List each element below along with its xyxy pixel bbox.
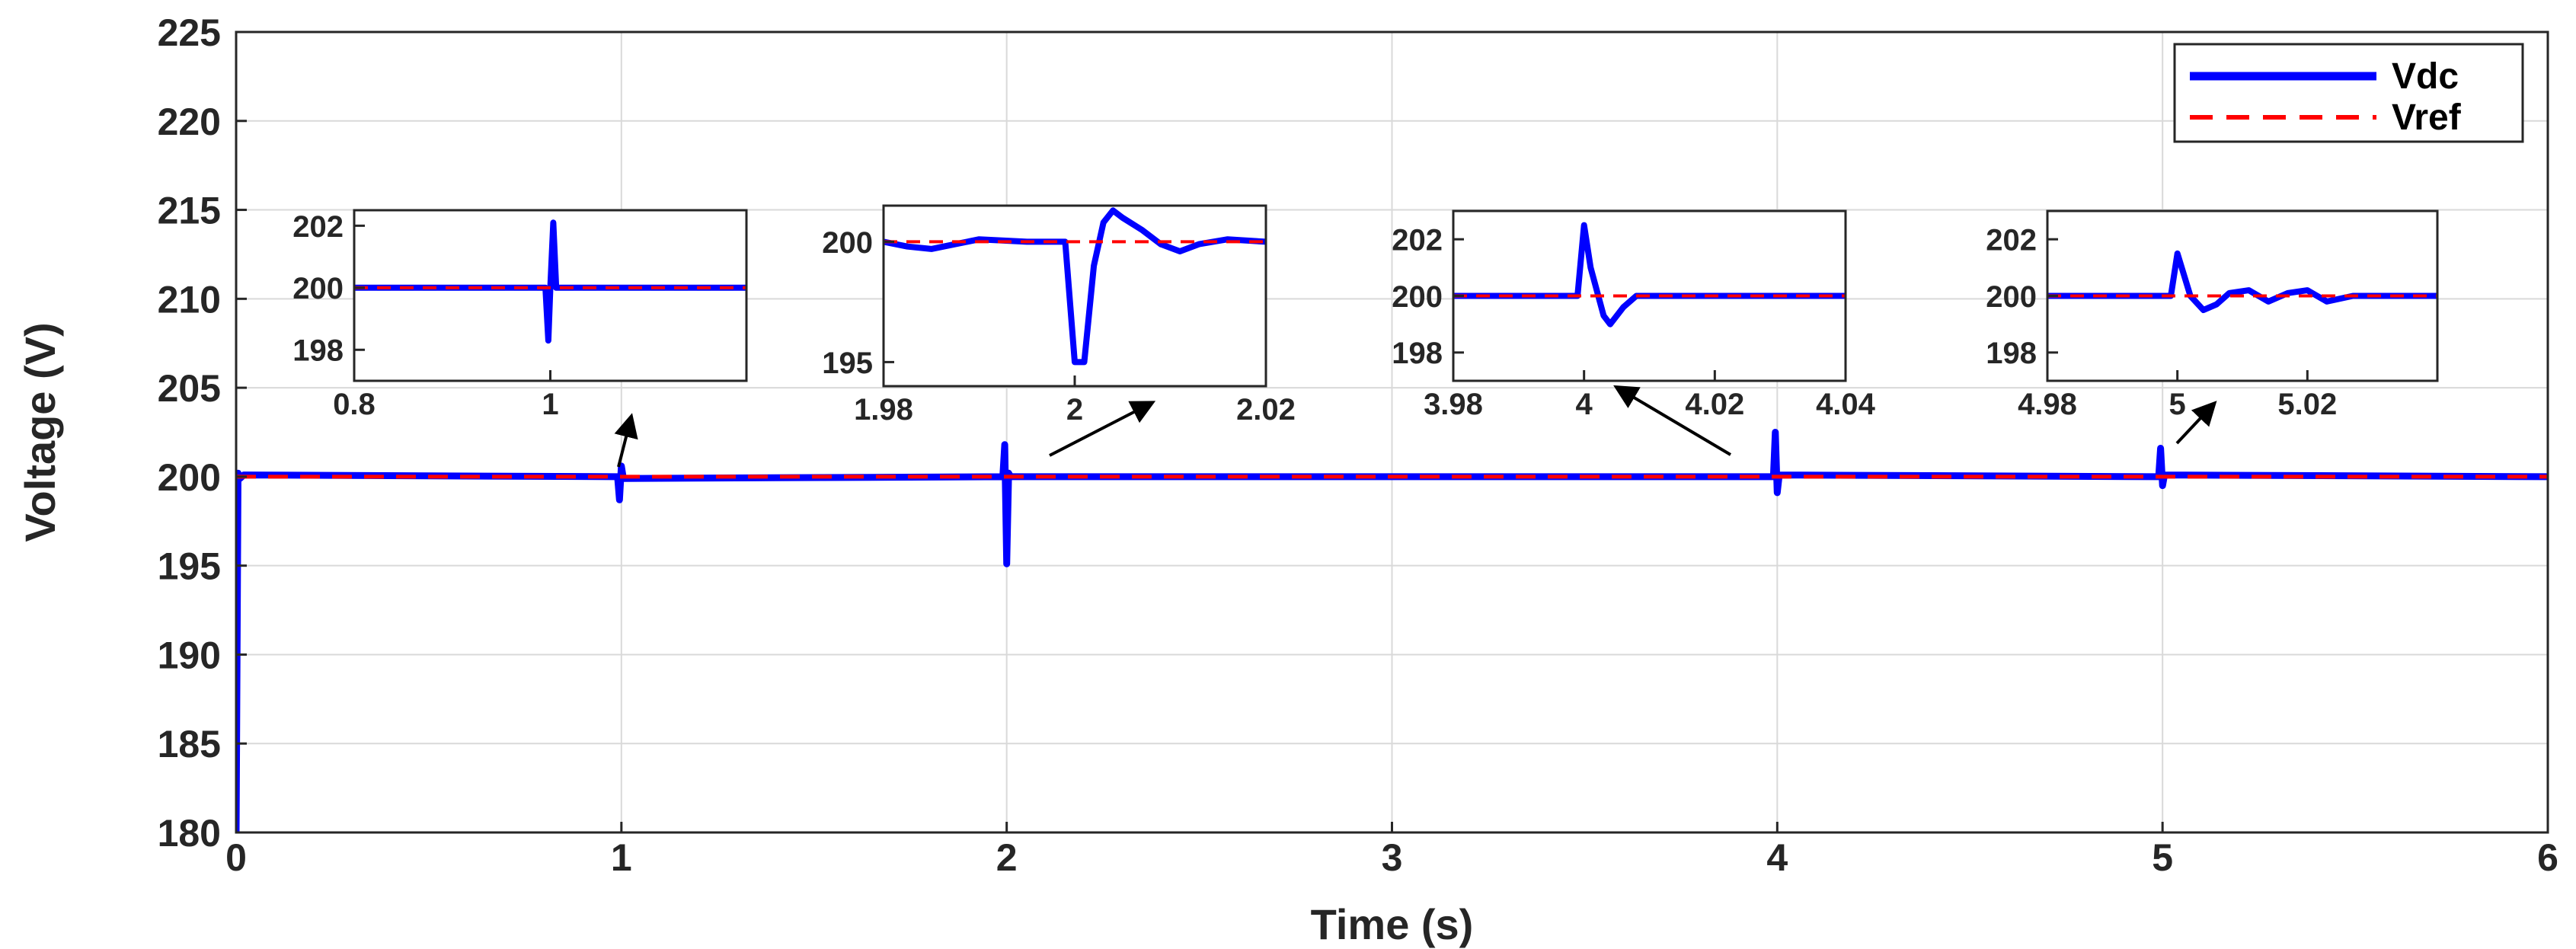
main-x-tick-label: 0 [225,836,247,879]
zoom-arrow [1049,401,1156,457]
inset3-y-tick-label: 200 [1392,280,1443,314]
inset1-x-tick-label: 0.8 [333,388,376,421]
main-x-tick-label: 3 [1382,836,1403,879]
x-axis-title: Time (s) [1311,900,1474,948]
main-y-tick-label: 190 [158,634,221,676]
inset2-y-tick-label: 200 [822,226,873,260]
inset3-y-tick-label: 202 [1392,224,1443,257]
main-x-tick-label: 5 [2152,836,2173,879]
inset3-x-tick-label: 4.04 [1816,388,1876,421]
inset4-x-tick-label: 4.98 [2018,388,2077,421]
inset2-x-tick-label: 2.02 [1236,393,1296,427]
main-x-tick-label: 2 [996,836,1018,879]
legend-label-vdc: Vdc [2392,56,2459,97]
inset2-x-tick-label: 2 [1066,393,1083,427]
inset4-series-vdc-line [2047,250,2437,314]
inset1-y-tick-label: 200 [292,272,344,305]
main-y-tick-label: 210 [158,278,221,321]
inset3-x-tick-label: 4.02 [1685,388,1744,421]
zoom-arrow [1613,385,1732,456]
main-y-tick-label: 205 [158,367,221,410]
main-x-tick-label: 1 [611,836,632,879]
inset2-series-vdc-line [884,207,1266,366]
inset4-y-tick-label: 200 [1986,280,2037,314]
main-x-tick-label: 4 [1766,836,1788,879]
inset2-y-tick-label: 195 [822,347,873,380]
legend-box [2173,43,2524,143]
main-y-tick-label: 185 [158,723,221,765]
inset1-y-tick-label: 202 [292,210,344,244]
inset1-x-tick-label: 1 [542,388,558,421]
legend-label-vref: Vref [2392,97,2462,138]
inset3-series-vdc-line [1453,222,1846,328]
main-y-tick-label: 220 [158,101,221,143]
main-y-tick-label: 200 [158,456,221,499]
y-axis-title: Voltage (V) [16,322,64,542]
main-y-tick-label: 180 [158,812,221,855]
inset4-x-tick-label: 5 [2169,388,2186,421]
inset3-x-tick-label: 3.98 [1424,388,1483,421]
inset2-x-tick-label: 1.98 [854,393,913,427]
inset3-x-tick-label: 4 [1576,388,1593,421]
inset3-y-tick-label: 198 [1392,337,1443,370]
main-y-tick-label: 215 [158,190,221,232]
zoom-arrow [2175,401,2217,445]
main-y-tick-label: 195 [158,545,221,588]
inset4-y-tick-label: 198 [1986,337,2037,370]
inset4-y-tick-label: 202 [1986,224,2037,257]
inset4-x-tick-label: 5.02 [2277,388,2337,421]
main-y-tick-label: 225 [158,11,221,54]
inset1-y-tick-label: 198 [292,334,344,368]
main-x-tick-label: 6 [2537,836,2558,879]
zoom-arrow [614,413,638,468]
